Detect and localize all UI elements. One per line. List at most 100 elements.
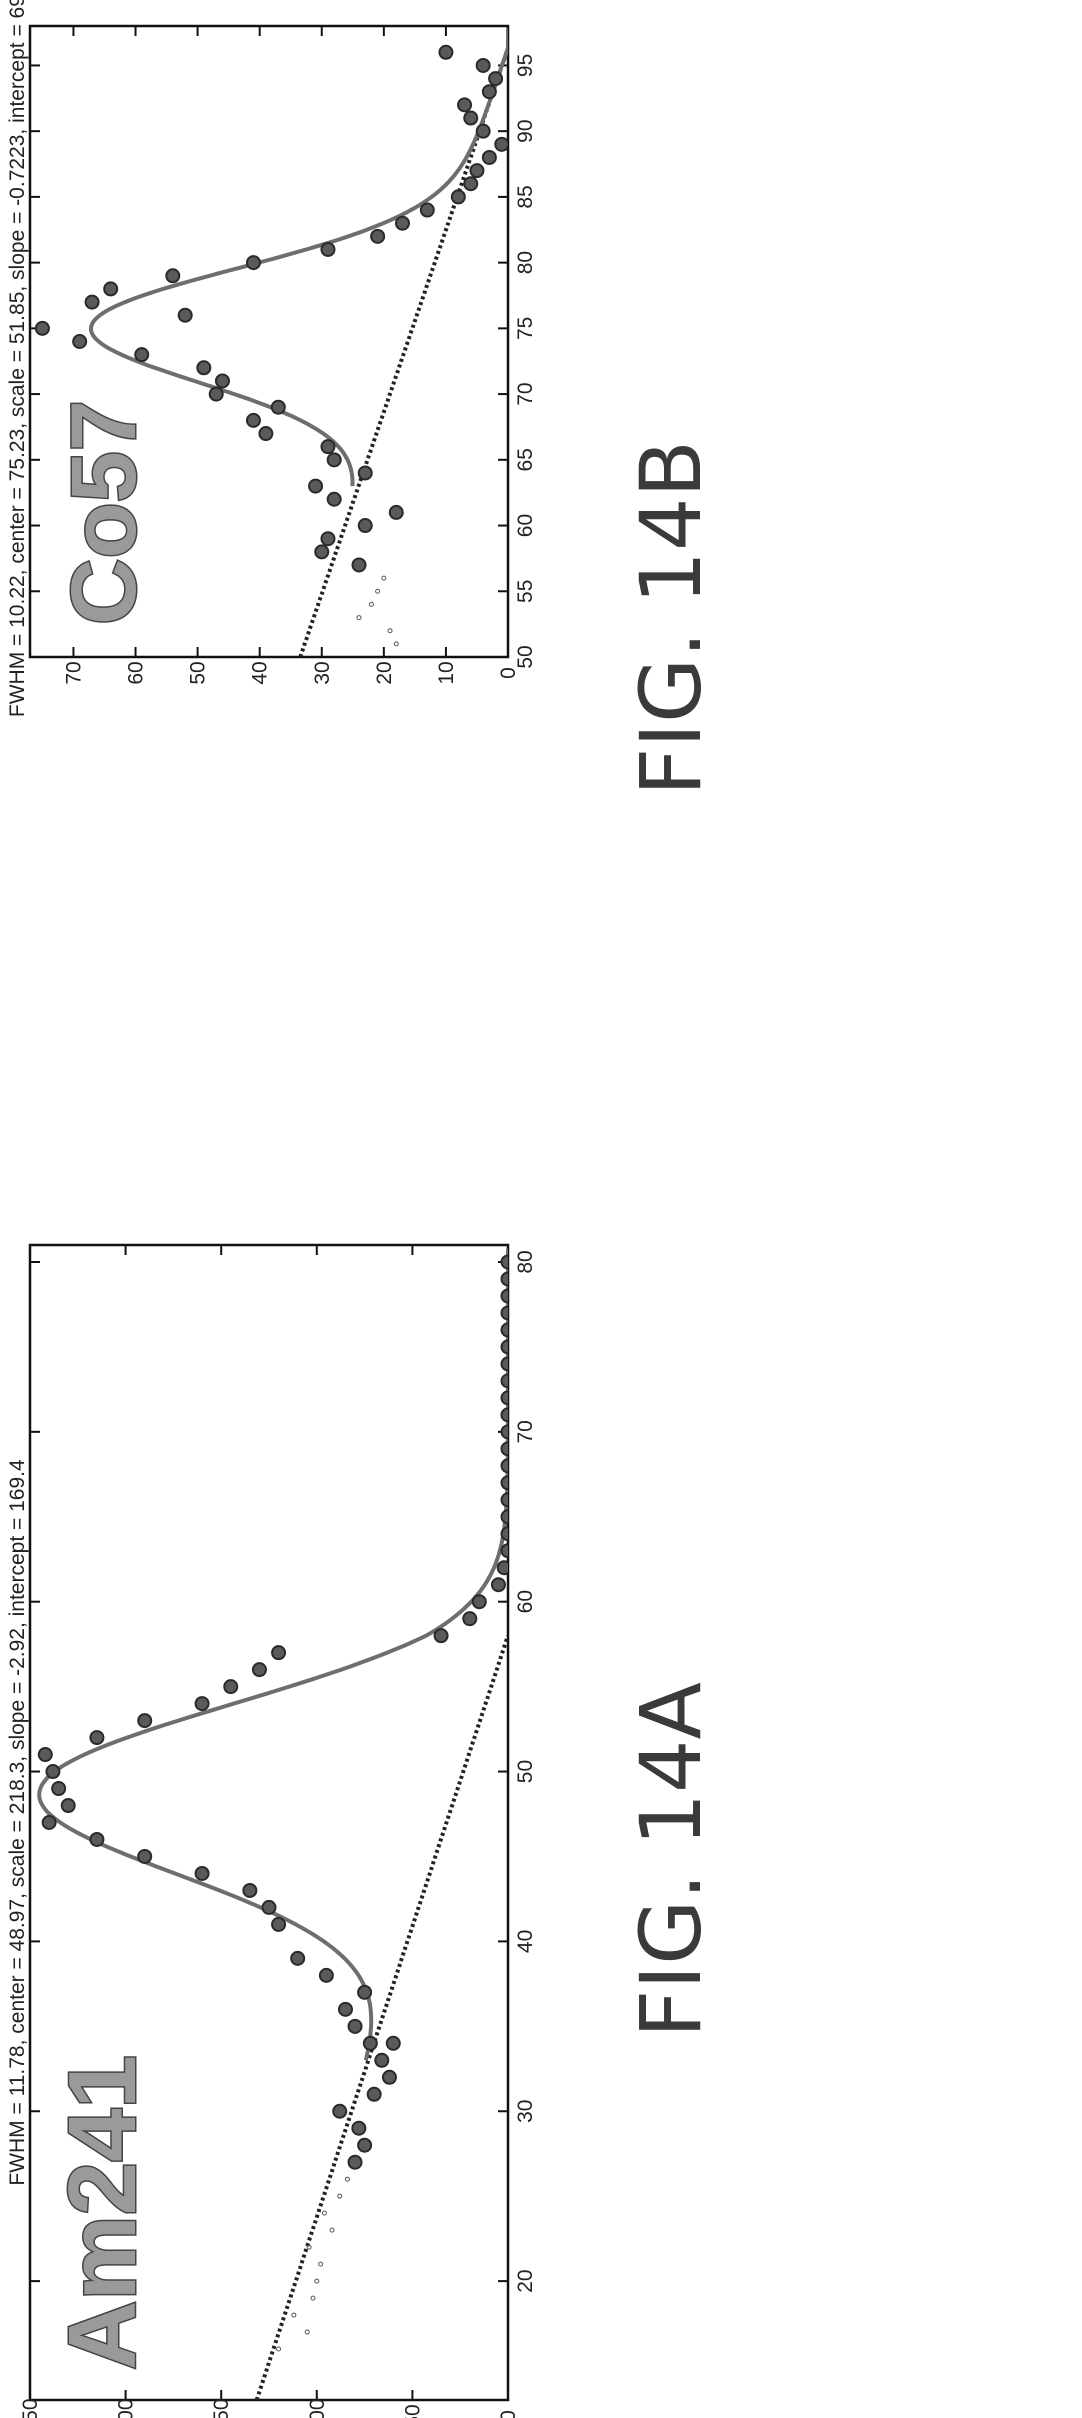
y-tick-label: 0 [497, 667, 520, 679]
x-tick-label: 70 [514, 382, 537, 405]
plot-frame [28, 24, 510, 659]
x-tick-label: 75 [514, 317, 537, 340]
data-point [433, 1628, 449, 1644]
data-point [450, 189, 466, 205]
data-point [261, 1899, 277, 1915]
minor-data-point [329, 2227, 335, 2233]
data-point [500, 1339, 508, 1355]
linear-baseline [254, 1635, 508, 2400]
data-point [500, 1458, 508, 1474]
data-point [500, 1407, 508, 1423]
x-tick-label: 85 [514, 185, 537, 208]
isotope-label: Co57 [53, 400, 155, 625]
chart-title: FWHM = 11.78, center = 48.97, scale = 21… [6, 1459, 29, 2186]
isotope-label: Am241 [49, 2055, 156, 2370]
data-point [462, 1611, 478, 1627]
data-point [475, 57, 491, 73]
data-point [318, 1967, 334, 1983]
y-tick-label: 50 [401, 2404, 424, 2418]
data-point [351, 557, 367, 573]
data-point [388, 504, 404, 520]
data-point [326, 491, 342, 507]
data-point [242, 1882, 258, 1898]
data-point [370, 228, 386, 244]
x-tick-label: 30 [514, 2100, 537, 2123]
linear-baseline [298, 48, 508, 657]
data-point [103, 281, 119, 297]
y-tick-label: 70 [62, 661, 85, 684]
x-tick-label: 40 [514, 1930, 537, 1953]
minor-data-point [368, 601, 374, 607]
data-point [337, 2001, 353, 2017]
y-tick-label: 30 [311, 661, 334, 684]
gaussian-fit-curve [37, 1248, 508, 2061]
x-tick-label: 60 [514, 514, 537, 537]
data-point [463, 176, 479, 192]
data-point [463, 110, 479, 126]
data-point [500, 1305, 508, 1321]
data-point [89, 1831, 105, 1847]
x-tick-label: 90 [514, 119, 537, 142]
data-point [500, 1390, 508, 1406]
panel-14b: FWHM = 10.22, center = 75.23, scale = 51… [6, 0, 537, 717]
y-tick-label: 20 [373, 661, 396, 684]
x-tick-label: 50 [514, 645, 537, 668]
data-point [500, 1441, 508, 1457]
data-point [457, 97, 473, 113]
data-point [326, 452, 342, 468]
data-point [357, 465, 373, 481]
x-tick-label: 50 [514, 1760, 537, 1783]
minor-data-point [387, 628, 393, 634]
x-tick-label: 65 [514, 448, 537, 471]
data-point [500, 1356, 508, 1372]
data-point [500, 1492, 508, 1508]
data-point [51, 1781, 67, 1797]
x-tick-label: 70 [514, 1420, 537, 1443]
minor-data-point [314, 2278, 320, 2284]
x-tick-label: 95 [514, 54, 537, 77]
data-point [134, 347, 150, 363]
data-point [394, 215, 410, 231]
data-point [347, 2154, 363, 2170]
data-point [500, 1254, 508, 1270]
data-point [251, 1662, 267, 1678]
data-point [500, 1322, 508, 1338]
data-point [357, 518, 373, 534]
x-tick-label: 80 [514, 1250, 537, 1273]
y-tick-label: 0 [497, 2410, 520, 2418]
data-point [194, 1696, 210, 1712]
y-tick-label: 50 [187, 661, 210, 684]
y-tick-label: 250 [19, 2398, 42, 2418]
data-point [290, 1950, 306, 1966]
data-point [500, 1475, 508, 1491]
data-point [332, 2103, 348, 2119]
minor-data-point [375, 588, 381, 594]
data-point [177, 307, 193, 323]
minor-data-point [381, 575, 387, 581]
data-point [471, 1594, 487, 1610]
data-point [270, 399, 286, 415]
data-point [381, 2069, 397, 2085]
data-point [165, 268, 181, 284]
minor-data-point [306, 2244, 312, 2250]
data-point [194, 1865, 210, 1881]
panel-14a: FWHM = 11.78, center = 48.97, scale = 21… [6, 1243, 537, 2418]
data-point [347, 2018, 363, 2034]
data-point [320, 241, 336, 257]
y-tick-label: 60 [125, 661, 148, 684]
data-point [320, 439, 336, 455]
data-point [475, 123, 491, 139]
data-point [374, 2052, 390, 2068]
data-point [308, 478, 324, 494]
data-point [37, 1747, 53, 1763]
x-tick-label: 20 [514, 2269, 537, 2292]
data-point [89, 1730, 105, 1746]
data-point [419, 202, 435, 218]
data-point [500, 1373, 508, 1389]
data-point [320, 531, 336, 547]
data-point [500, 1271, 508, 1287]
data-point [137, 1713, 153, 1729]
minor-data-point [318, 2261, 324, 2267]
data-point [490, 1577, 506, 1593]
minor-data-point [310, 2295, 316, 2301]
